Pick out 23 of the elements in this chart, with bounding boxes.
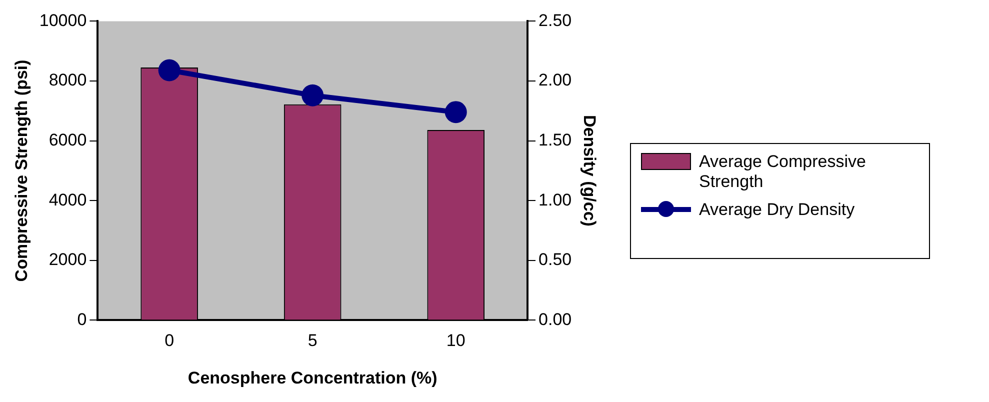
- x-tick-label: 0: [164, 331, 174, 350]
- y2-tick-label: 0.00: [538, 310, 572, 329]
- x-tick-label: 5: [308, 331, 318, 350]
- x-axis-title: Cenosphere Concentration (%): [188, 368, 438, 388]
- y-tick-label: 2000: [48, 250, 87, 270]
- point: [158, 59, 180, 82]
- y-tick-label: 6000: [48, 130, 87, 150]
- y2-tick-label: 2.00: [538, 70, 572, 90]
- y-tick-label: 10000: [39, 10, 87, 30]
- legend-label: Average Compressive Strength: [699, 152, 867, 192]
- y-tick-label: 8000: [48, 70, 87, 90]
- point: [302, 84, 324, 106]
- point: [444, 101, 467, 124]
- y-axis-title: Compressive Strength (psi): [12, 60, 31, 282]
- y2-tick-label: 1.50: [538, 130, 572, 150]
- x-tick-label: 10: [446, 331, 466, 350]
- y2-tick-label: 2.50: [538, 10, 572, 30]
- y2-axis-title: Density (g/cc): [580, 114, 600, 226]
- y-tick-label: 4000: [48, 190, 87, 210]
- y-tick-label: 0: [77, 310, 87, 329]
- y2-tick-label: 1.00: [538, 190, 572, 210]
- y2-tick-label: 0.50: [538, 250, 572, 270]
- legend-label: Average Dry Density: [699, 200, 855, 220]
